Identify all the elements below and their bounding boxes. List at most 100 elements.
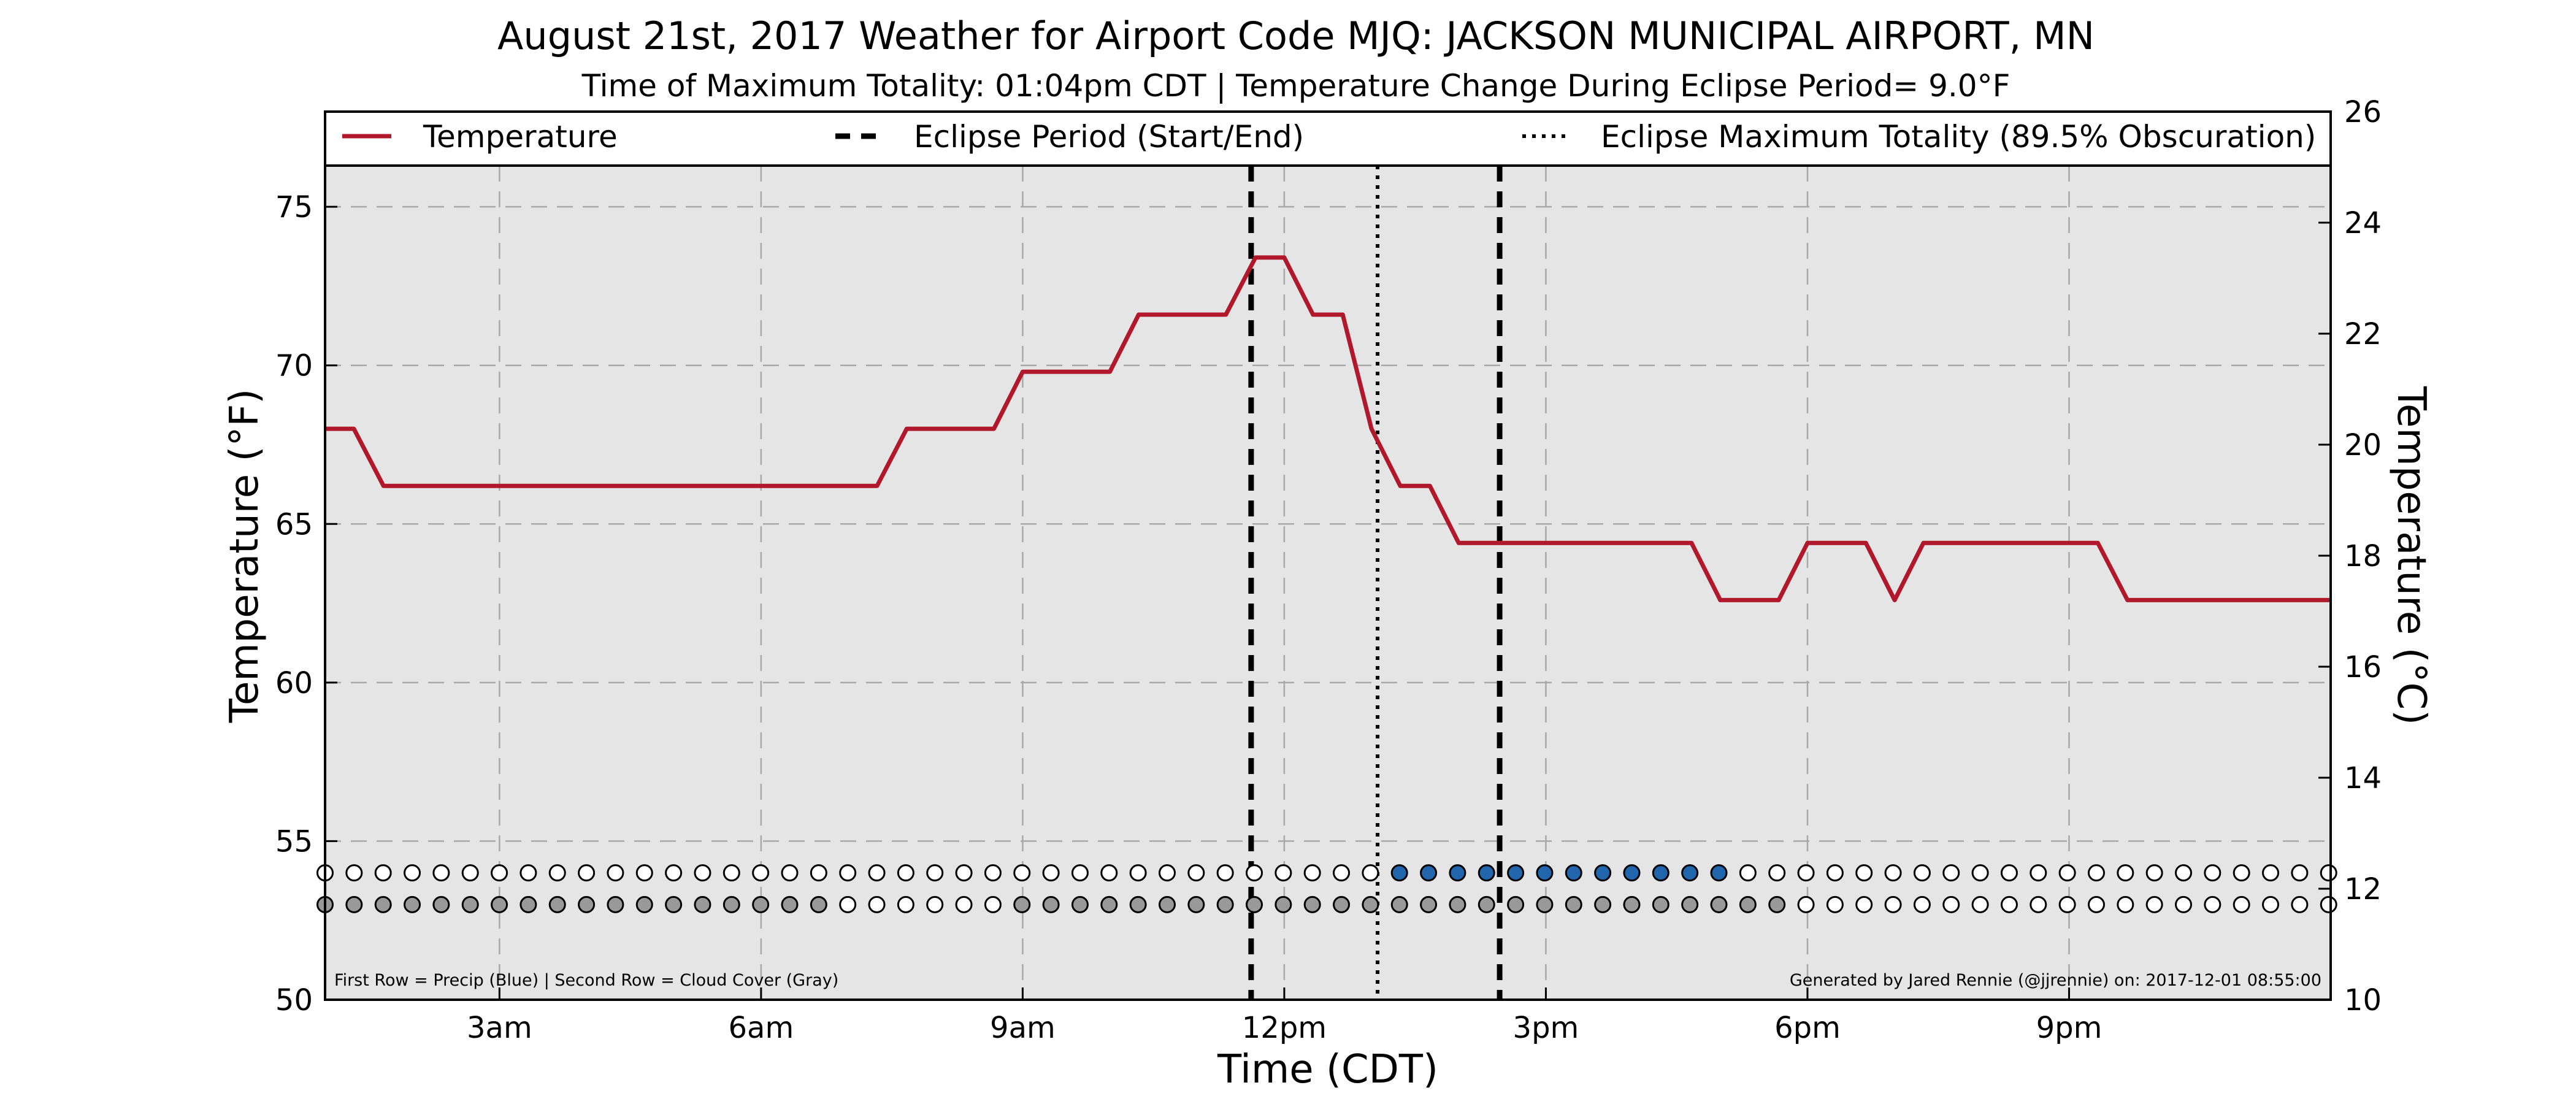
precip-dot (548, 864, 566, 882)
cloud-dot (2320, 895, 2337, 913)
cloud-dot (955, 895, 973, 913)
precip-dot (1390, 864, 1408, 882)
y-tick-label-right: 22 (2344, 317, 2382, 351)
cloud-dot (1478, 895, 1495, 913)
cloud-dot (2000, 895, 2018, 913)
y-tick-label-left: 55 (275, 824, 313, 859)
chart-title: August 21st, 2017 Weather for Airport Co… (497, 13, 2095, 58)
precip-dot (1216, 864, 1234, 882)
precip-dot (1681, 864, 1699, 882)
x-tick-label: 6am (729, 1011, 794, 1045)
precip-dot (2291, 864, 2309, 882)
cloud-dot (2145, 895, 2163, 913)
cloud-dot (1623, 895, 1641, 913)
axis-ticks: 3am 6am 9am 12pm 3pm 6pm 9pm 50 55 60 65 70 75 10 12 14… (275, 95, 2382, 1045)
precip-dot (1884, 864, 1902, 882)
precip-dot (1275, 864, 1292, 882)
precip-dot (1158, 864, 1176, 882)
precip-dot (1594, 864, 1612, 882)
gridlines (325, 166, 2331, 1000)
cloud-dot (1797, 895, 1815, 913)
cloud-dot (1855, 895, 1873, 913)
cloud-dot (1536, 895, 1554, 913)
cloud-dot (1100, 895, 1118, 913)
precip-dot (607, 864, 624, 882)
cloud-dot (1768, 895, 1786, 913)
cloud-dot (1013, 895, 1031, 913)
precip-dot (2117, 864, 2134, 882)
precip-dot (404, 864, 421, 882)
precip-dot (897, 864, 914, 882)
cloud-dot (1710, 895, 1728, 913)
y-tick-label-left: 65 (275, 507, 313, 542)
precip-dot (1449, 864, 1466, 882)
cloud-dot (607, 895, 624, 913)
cloud-dot (1594, 895, 1612, 913)
precip-dot (1013, 864, 1031, 882)
cloud-dot (897, 895, 914, 913)
precip-dot (2175, 864, 2193, 882)
precip-dot (1536, 864, 1554, 882)
plot-area (325, 166, 2331, 1000)
precip-dot (2320, 864, 2337, 882)
y-tick-label-left: 75 (275, 190, 313, 224)
precip-dot (2204, 864, 2221, 882)
y-tick-label-right: 20 (2344, 428, 2382, 462)
cloud-dot (781, 895, 799, 913)
cloud-dot (1565, 895, 1582, 913)
cloud-dot (2117, 895, 2134, 913)
cloud-dot (1681, 895, 1699, 913)
precip-dot (1333, 864, 1351, 882)
cloud-dot (461, 895, 479, 913)
chart-subtitle: Time of Maximum Totality: 01:04pm CDT | … (581, 68, 2011, 104)
precip-dot (1420, 864, 1438, 882)
precip-dot (781, 864, 799, 882)
y-tick-label-right: 10 (2344, 983, 2382, 1018)
precip-dot (752, 864, 770, 882)
legend-label-max-totality: Eclipse Maximum Totality (89.5% Obscurat… (1601, 119, 2316, 155)
cloud-dot (1158, 895, 1176, 913)
precip-dot (1129, 864, 1147, 882)
y-tick-label-right: 16 (2344, 650, 2382, 684)
y-tick-label-left: 60 (275, 666, 313, 700)
legend-label-eclipse-period: Eclipse Period (Start/End) (914, 119, 1304, 155)
precip-dot (2145, 864, 2163, 882)
cloud-dot (2087, 895, 2105, 913)
precip-dot (1042, 864, 1060, 882)
precip-dot (461, 864, 479, 882)
x-tick-label: 9am (990, 1011, 1056, 1045)
cloud-dot (1913, 895, 1931, 913)
precip-dot (1187, 864, 1205, 882)
cloud-dot (491, 895, 508, 913)
cloud-dot (2233, 895, 2250, 913)
cloud-dot (1071, 895, 1089, 913)
cloud-dot (1739, 895, 1757, 913)
precip-dot (1855, 864, 1873, 882)
cloud-dot (694, 895, 711, 913)
cloud-dot (578, 895, 596, 913)
precip-dot (2087, 864, 2105, 882)
cloud-dot (1390, 895, 1408, 913)
precip-dot (723, 864, 740, 882)
precip-dot (926, 864, 944, 882)
precip-dot (635, 864, 653, 882)
cloud-dot (1652, 895, 1669, 913)
cloud-dot (868, 895, 886, 913)
cloud-dot (2175, 895, 2193, 913)
legend-label-temperature: Temperature (423, 119, 618, 155)
precip-dot (955, 864, 973, 882)
cloud-dot (926, 895, 944, 913)
precip-dot (2030, 864, 2047, 882)
cloud-dot (1042, 895, 1060, 913)
temperature-line (325, 255, 2331, 602)
x-tick-label: 6pm (1774, 1011, 1841, 1045)
footer-right-note: Generated by Jared Rennie (@jjrennie) on… (1790, 971, 2321, 990)
y-tick-label-left: 50 (275, 983, 313, 1018)
temperature-series (325, 255, 2331, 602)
y-tick-label-right: 26 (2344, 95, 2382, 129)
precip-dot (1710, 864, 1728, 882)
precip-dot (839, 864, 857, 882)
precip-dot (1303, 864, 1321, 882)
cloud-dot (1187, 895, 1205, 913)
